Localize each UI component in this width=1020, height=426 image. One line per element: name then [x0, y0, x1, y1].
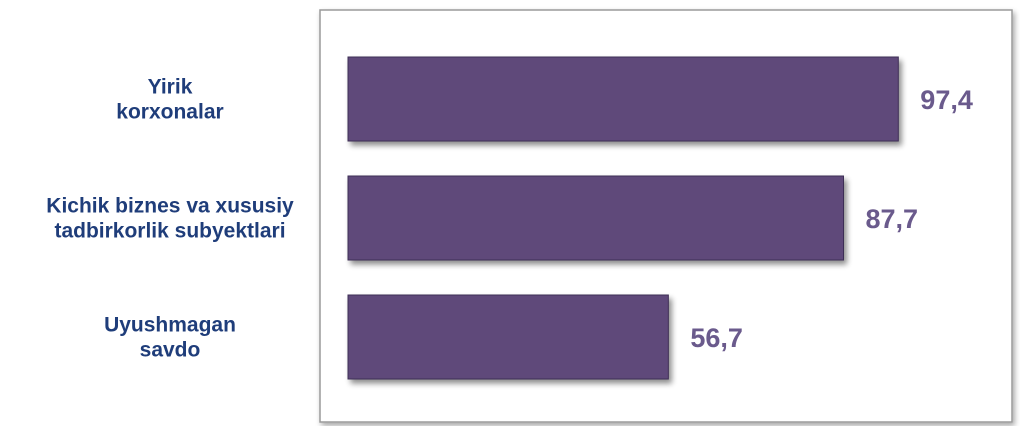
bar-1 — [347, 56, 899, 142]
bars-layer — [347, 56, 899, 380]
bar-3 — [347, 294, 669, 380]
category-label-3-line-2: savdo — [140, 339, 201, 362]
value-label-2: 87,7 — [866, 204, 919, 234]
category-label-3-line-1: Uyushmagan — [104, 314, 236, 337]
category-label-1-line-2: korxonalar — [116, 101, 223, 124]
category-label-2-line-1: Kichik biznes va xususiy — [46, 195, 294, 218]
value-label-1: 97,4 — [920, 85, 973, 115]
category-label-2-line-2: tadbirkorlik subyektlari — [54, 220, 285, 243]
value-label-3: 56,7 — [690, 323, 743, 353]
bar-2 — [347, 175, 845, 261]
category-label-1-line-1: Yirik — [148, 76, 193, 99]
